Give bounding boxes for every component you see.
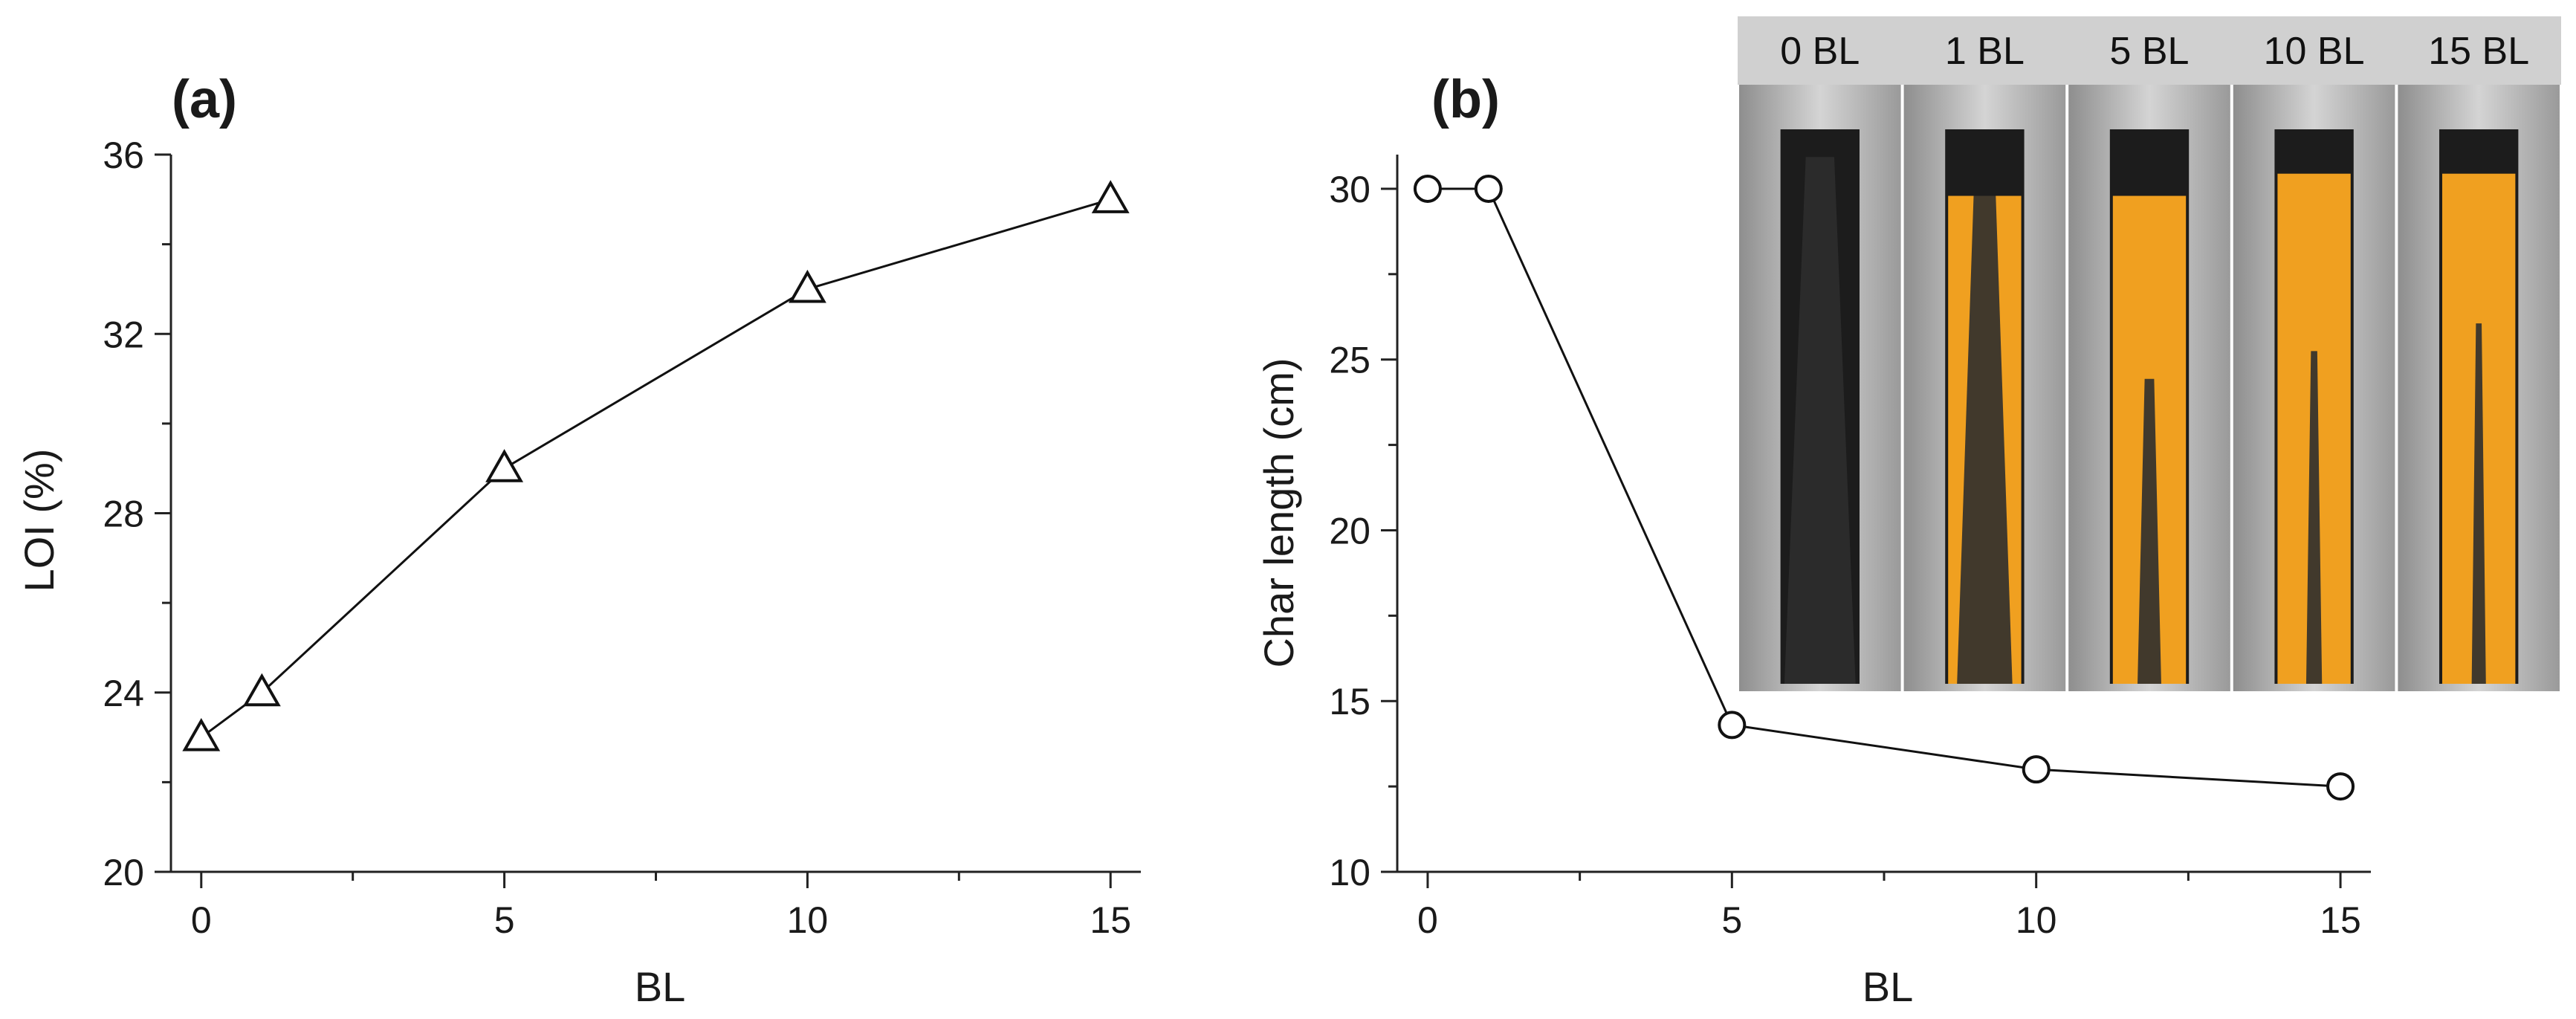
inset-photo [2233,85,2395,691]
panel-a-y-tick-label: 28 [103,494,144,535]
panel-a-y-axis-title: LOI (%) [16,449,62,592]
panel-a-data-point [242,673,281,707]
panel-a-y-tick-label: 24 [103,673,144,714]
inset-photo-label: 15 BL [2428,30,2529,73]
panel-a-series-line [200,198,1111,739]
panel-b-label: (b) [1431,70,1500,129]
panel-b-axes: 0 5 10 15 10 15 20 25 30 [1329,155,2371,941]
panel-b-x-tick-label: 10 [2016,899,2057,941]
panel-b-data-point [1474,174,1503,203]
panel-b-data-point [2326,772,2355,801]
panel-b-y-tick-label: 15 [1329,681,1370,722]
inset-photo [1903,85,2066,691]
inset-photo-char [1957,195,2013,684]
panel-a-chart: (a) 0 5 10 15 20 24 28 32 36 BL LOI (%) [16,70,1141,1010]
panel-b-data-point [2022,755,2051,784]
panel-a-data-point [182,718,221,751]
panel-a-data-point [1091,180,1130,213]
panel-a-x-tick-label: 0 [191,899,212,941]
panel-b-y-tick-label: 30 [1329,169,1370,210]
panel-b-x-tick-label: 15 [2320,899,2361,941]
inset-photo-char [1784,157,1856,685]
panel-a-y-tick-label: 36 [103,135,144,176]
panel-a-label: (a) [172,70,237,129]
inset-header-bar [1738,16,2561,85]
panel-a-x-axis-title: BL [635,963,686,1010]
inset-photo [2398,85,2560,691]
panel-b-x-tick-label: 5 [1721,899,1742,941]
panel-b-x-tick-label: 0 [1417,899,1438,941]
inset-photo-label: 5 BL [2110,30,2190,73]
panel-b-y-tick-label: 20 [1329,510,1370,551]
panel-b-data-point [1718,711,1747,740]
panel-a-series [182,180,1130,751]
panel-a-data-point [788,269,826,303]
panel-a-data-point [485,449,524,482]
panel-a-x-tick-label: 10 [787,899,829,941]
inset-photo-strip: 0 BL 1 BL 5 BL 10 BL 15 BL [1738,16,2561,691]
inset-photo-char [2471,323,2486,684]
panel-b-x-axis-title: BL [1863,963,1914,1010]
panel-a-x-tick-label: 15 [1090,899,1131,941]
panel-b-series [1413,174,2355,801]
inset-photo-label: 0 BL [1780,30,1860,73]
panel-b-data-point [1413,174,1442,203]
inset-photo [1739,85,1901,691]
panel-a-x-tick-label: 5 [494,899,515,941]
inset-photo-char [2138,378,2161,684]
panel-a-axes: 0 5 10 15 20 24 28 32 36 [103,135,1141,941]
panel-a-y-tick-label: 32 [103,314,144,355]
panel-b-chart: (b) 0 5 10 15 10 15 20 25 30 BL Char length (cm)… [1255,16,2561,1010]
inset-photo-label: 1 BL [1945,30,2025,73]
inset-photo-label: 10 BL [2264,30,2365,73]
inset-photo [2068,85,2230,691]
panel-b-y-tick-label: 25 [1329,340,1370,381]
panel-b-y-axis-title: Char length (cm) [1255,358,1302,667]
panel-a-y-tick-label: 20 [103,852,144,893]
panel-b-y-tick-label: 10 [1329,852,1370,893]
inset-photo-char [2305,351,2323,684]
